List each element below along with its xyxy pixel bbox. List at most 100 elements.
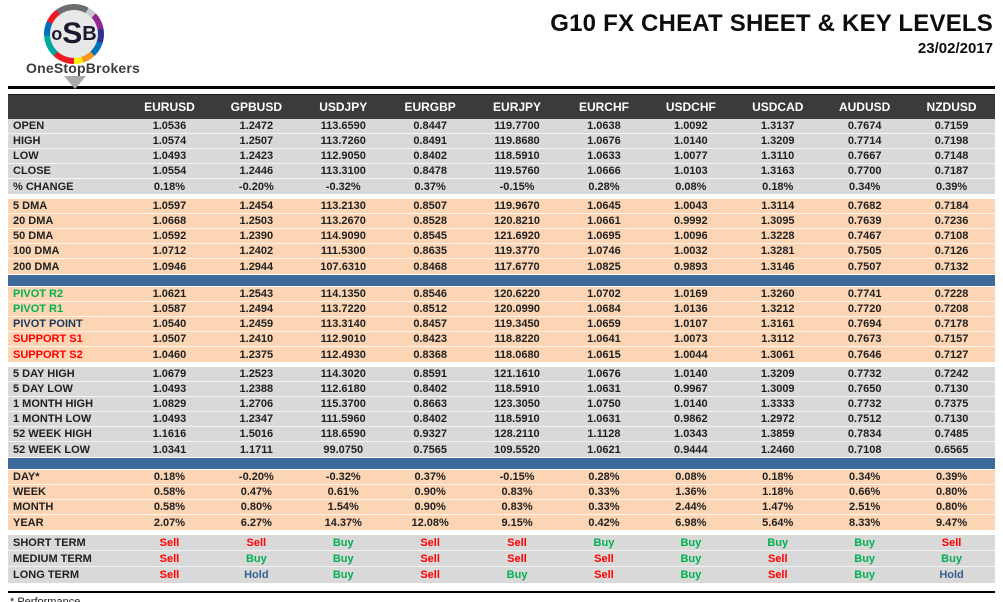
table-cell: 0.9893 [674,260,708,273]
table-cell: 0.28% [588,180,620,193]
row-label: 1 MONTH LOW [13,413,92,425]
table-cell: 1.0043 [674,200,708,212]
table-cell: 0.7667 [847,150,882,162]
table-cell: 1.0631 [587,383,621,395]
table-cell: 1.2503 [239,215,274,227]
column-header: EURGBP [404,100,456,114]
table-cell: 113.3140 [320,318,366,330]
header-divider [8,86,995,89]
row-label: SHORT TERM [13,536,86,549]
table-cell: 1.0615 [587,348,621,361]
row-label: 52 WEEK LOW [13,443,91,456]
table-cell: 0.18% [762,471,794,483]
table-cell: 0.7639 [847,215,882,227]
table-cell: 0.7157 [934,333,969,345]
table-cell: 1.0140 [674,135,708,147]
table-cell: 14.37% [324,516,362,529]
table-cell: 1.0829 [152,398,187,410]
table-cell: 0.83% [501,501,533,513]
table-cell: 0.7741 [847,288,882,300]
table-row: HIGH 1.0574 1.2507 113.7260 0.8491 119.8680 1.… [8,134,995,149]
table-cell: 0.8545 [413,230,447,242]
row-label: 1 MONTH HIGH [13,398,94,410]
table-cell: 0.7148 [934,150,969,162]
table-cell: Sell [594,569,614,581]
table-cell: 1.0554 [152,165,187,177]
table-cell: 1.0641 [587,333,621,345]
table-cell: 1.1616 [152,428,187,440]
table-cell: Buy [767,536,789,549]
table-row: % CHANGE 0.18% -0.20% -0.32% 0.37% -0.15% 0.28… [8,179,995,194]
table-cell: 0.8507 [413,200,447,212]
table-cell: 1.3163 [760,165,795,177]
table-cell: 0.9992 [674,215,708,227]
table-cell: 114.1350 [320,288,366,300]
table-cell: 1.0702 [587,288,621,300]
table-cell: 6.98% [675,516,707,529]
table-cell: 1.0676 [587,368,621,380]
table-cell: 1.0645 [587,200,621,212]
table-cell: 1.0746 [587,245,621,257]
table-row: 5 DMA 1.0597 1.2454 113.2130 0.8507 119.9670 1… [8,199,995,214]
table-cell: 0.18% [153,471,186,483]
table-cell: Buy [593,536,615,549]
table-cell: -0.32% [325,180,361,193]
table-cell: 120.6220 [494,288,540,300]
table-cell: Hold [244,569,269,581]
table-cell: 1.3061 [760,348,795,361]
row-label: % CHANGE [13,180,74,193]
table-cell: 0.90% [414,486,446,498]
table-row: 100 DMA 1.0712 1.2402 111.5300 0.8635 119.377… [8,244,995,259]
table-cell: 0.9444 [674,443,708,456]
table-cell: Buy [332,536,354,549]
table-cell: 1.3260 [760,288,795,300]
table-cell: 1.5016 [239,428,274,440]
table-cell: 0.7130 [934,413,969,425]
row-label: 50 DMA [13,230,54,242]
table-row: LONG TERM Sell Hold Buy Sell Buy Sell Buy Sell Bu… [8,567,995,583]
row-label: YEAR [13,516,44,529]
table-header-row: EURUSD GPBUSD USDJPY EURGBP EURJPY EURCHF USDC… [8,94,995,119]
table-cell: 1.3095 [760,215,795,227]
table-cell: 2.44% [675,501,707,513]
brand-logo-pin-tail [64,76,86,89]
table-cell: 1.0044 [674,348,708,361]
table-cell: 1.3114 [761,200,795,212]
table-cell: 0.7132 [934,260,969,273]
table-cell: 0.42% [588,516,620,529]
table-cell: Buy [680,536,702,549]
table-cell: 0.8663 [413,398,447,410]
section-pivots: PIVOT R2 1.0621 1.2543 114.1350 0.8546 120.62… [8,287,995,362]
table-cell: 0.8512 [413,303,447,315]
table-cell: 112.6180 [320,383,366,395]
table-row: LOW 1.0493 1.2423 112.9050 0.8402 118.5910 1.0… [8,149,995,164]
table-cell: 120.8210 [494,215,540,227]
table-cell: 1.3009 [760,383,795,395]
table-cell: 0.34% [849,471,881,483]
table-cell: 0.8402 [413,150,447,162]
table-cell: 119.3450 [494,318,540,330]
column-header: USDCAD [752,100,804,114]
table-cell: 0.8402 [413,413,447,425]
table-cell: 1.0169 [674,288,708,300]
table-cell: 0.80% [240,501,272,513]
table-cell: 113.2670 [320,215,366,227]
table-cell: 0.8468 [413,260,447,273]
table-cell: Sell [507,552,527,565]
table-cell: 2.07% [153,516,186,529]
table-cell: 0.8546 [413,288,447,300]
table-cell: 0.37% [414,471,446,483]
table-cell: 0.7187 [934,165,969,177]
table-cell: 1.0825 [587,260,621,273]
section-performance: DAY* 0.18% -0.20% -0.32% 0.37% -0.15% 0.28% 0.0… [8,470,995,530]
column-header: EURUSD [144,100,195,114]
table-cell: 1.1128 [587,428,621,440]
row-label: 100 DMA [13,245,60,257]
table-cell: 1.0712 [152,245,187,257]
footnote: * Performance [10,596,81,602]
table-cell: 0.80% [935,486,968,498]
section-divider-gap [8,194,995,199]
table-cell: 118.8220 [494,333,540,345]
table-cell: 0.7375 [934,398,969,410]
